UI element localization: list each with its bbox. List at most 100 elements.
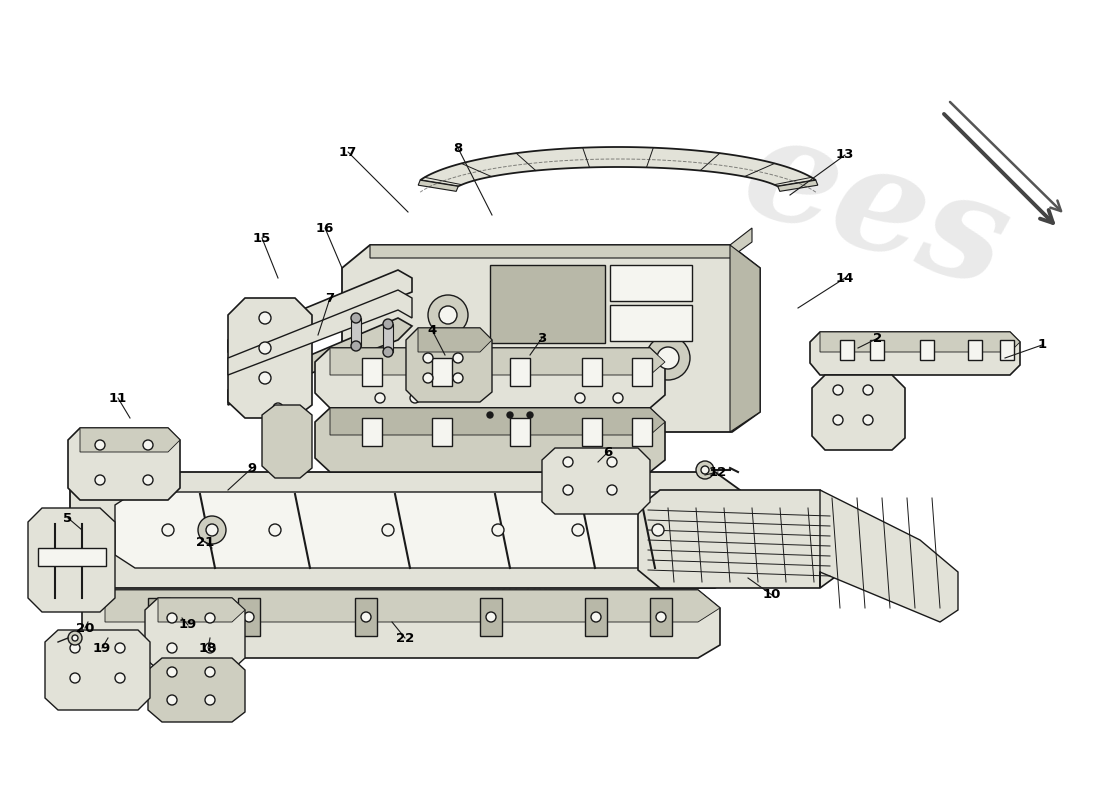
- Polygon shape: [262, 405, 312, 478]
- Circle shape: [652, 524, 664, 536]
- Circle shape: [68, 631, 82, 645]
- Bar: [610, 265, 692, 301]
- Circle shape: [72, 635, 78, 641]
- Polygon shape: [228, 290, 412, 375]
- Polygon shape: [148, 658, 245, 722]
- Text: 4: 4: [428, 323, 437, 337]
- Polygon shape: [315, 408, 666, 472]
- Text: 9: 9: [248, 462, 256, 474]
- Bar: [650, 598, 672, 636]
- Bar: [870, 340, 884, 360]
- Text: 2: 2: [873, 331, 882, 345]
- Circle shape: [205, 643, 214, 653]
- Circle shape: [143, 440, 153, 450]
- Bar: [510, 358, 530, 386]
- Text: 13: 13: [836, 149, 855, 162]
- Polygon shape: [820, 490, 958, 622]
- Bar: [610, 305, 692, 341]
- Circle shape: [696, 461, 714, 479]
- Text: a passion for parts since 1985: a passion for parts since 1985: [432, 566, 707, 630]
- Bar: [355, 598, 377, 636]
- Polygon shape: [370, 228, 752, 258]
- Polygon shape: [351, 318, 361, 346]
- Polygon shape: [228, 318, 412, 405]
- Text: 10: 10: [762, 589, 781, 602]
- Text: 6: 6: [604, 446, 613, 458]
- Circle shape: [154, 612, 164, 622]
- Circle shape: [351, 341, 361, 351]
- Circle shape: [206, 524, 218, 536]
- Circle shape: [167, 695, 177, 705]
- Circle shape: [205, 613, 214, 623]
- Bar: [585, 598, 607, 636]
- Circle shape: [453, 353, 463, 363]
- Bar: [480, 598, 502, 636]
- Circle shape: [258, 372, 271, 384]
- Circle shape: [273, 403, 283, 413]
- Polygon shape: [45, 630, 150, 710]
- Circle shape: [116, 673, 125, 683]
- Circle shape: [424, 373, 433, 383]
- Text: 21: 21: [196, 535, 214, 549]
- Bar: [510, 418, 530, 446]
- Polygon shape: [228, 298, 312, 418]
- Text: 20: 20: [76, 622, 95, 634]
- Bar: [632, 358, 652, 386]
- Circle shape: [167, 613, 177, 623]
- Circle shape: [428, 295, 468, 335]
- Circle shape: [143, 475, 153, 485]
- Circle shape: [424, 353, 433, 363]
- Bar: [362, 358, 382, 386]
- Circle shape: [607, 457, 617, 467]
- Circle shape: [833, 385, 843, 395]
- Circle shape: [563, 485, 573, 495]
- Text: ees: ees: [726, 102, 1024, 318]
- Polygon shape: [28, 508, 115, 612]
- Text: 16: 16: [316, 222, 334, 234]
- Text: 1: 1: [1037, 338, 1046, 351]
- Circle shape: [116, 643, 125, 653]
- Circle shape: [492, 524, 504, 536]
- Bar: [432, 358, 452, 386]
- Circle shape: [607, 485, 617, 495]
- Text: 19: 19: [179, 618, 197, 631]
- Circle shape: [70, 673, 80, 683]
- Polygon shape: [730, 245, 760, 432]
- Circle shape: [383, 319, 393, 329]
- Bar: [490, 265, 605, 343]
- Polygon shape: [228, 270, 412, 358]
- Bar: [840, 340, 854, 360]
- Circle shape: [95, 475, 104, 485]
- Polygon shape: [383, 324, 393, 352]
- Polygon shape: [778, 180, 817, 191]
- Bar: [1000, 340, 1014, 360]
- Circle shape: [95, 440, 104, 450]
- Bar: [582, 358, 602, 386]
- Circle shape: [527, 412, 534, 418]
- Circle shape: [244, 612, 254, 622]
- Polygon shape: [418, 328, 492, 352]
- Polygon shape: [80, 428, 180, 452]
- Circle shape: [205, 667, 214, 677]
- Circle shape: [507, 412, 513, 418]
- Polygon shape: [70, 472, 740, 588]
- Circle shape: [486, 612, 496, 622]
- Circle shape: [701, 466, 710, 474]
- Polygon shape: [542, 448, 650, 514]
- Polygon shape: [418, 180, 459, 191]
- Text: 12: 12: [708, 466, 727, 478]
- Text: 15: 15: [253, 231, 271, 245]
- Polygon shape: [82, 590, 721, 658]
- Polygon shape: [420, 147, 816, 186]
- Text: 8: 8: [453, 142, 463, 154]
- Circle shape: [657, 347, 679, 369]
- Circle shape: [258, 312, 271, 324]
- Bar: [632, 418, 652, 446]
- Circle shape: [205, 695, 214, 705]
- Circle shape: [198, 516, 226, 544]
- Circle shape: [382, 524, 394, 536]
- Circle shape: [70, 643, 80, 653]
- Circle shape: [453, 373, 463, 383]
- Circle shape: [410, 393, 420, 403]
- Polygon shape: [820, 332, 1020, 352]
